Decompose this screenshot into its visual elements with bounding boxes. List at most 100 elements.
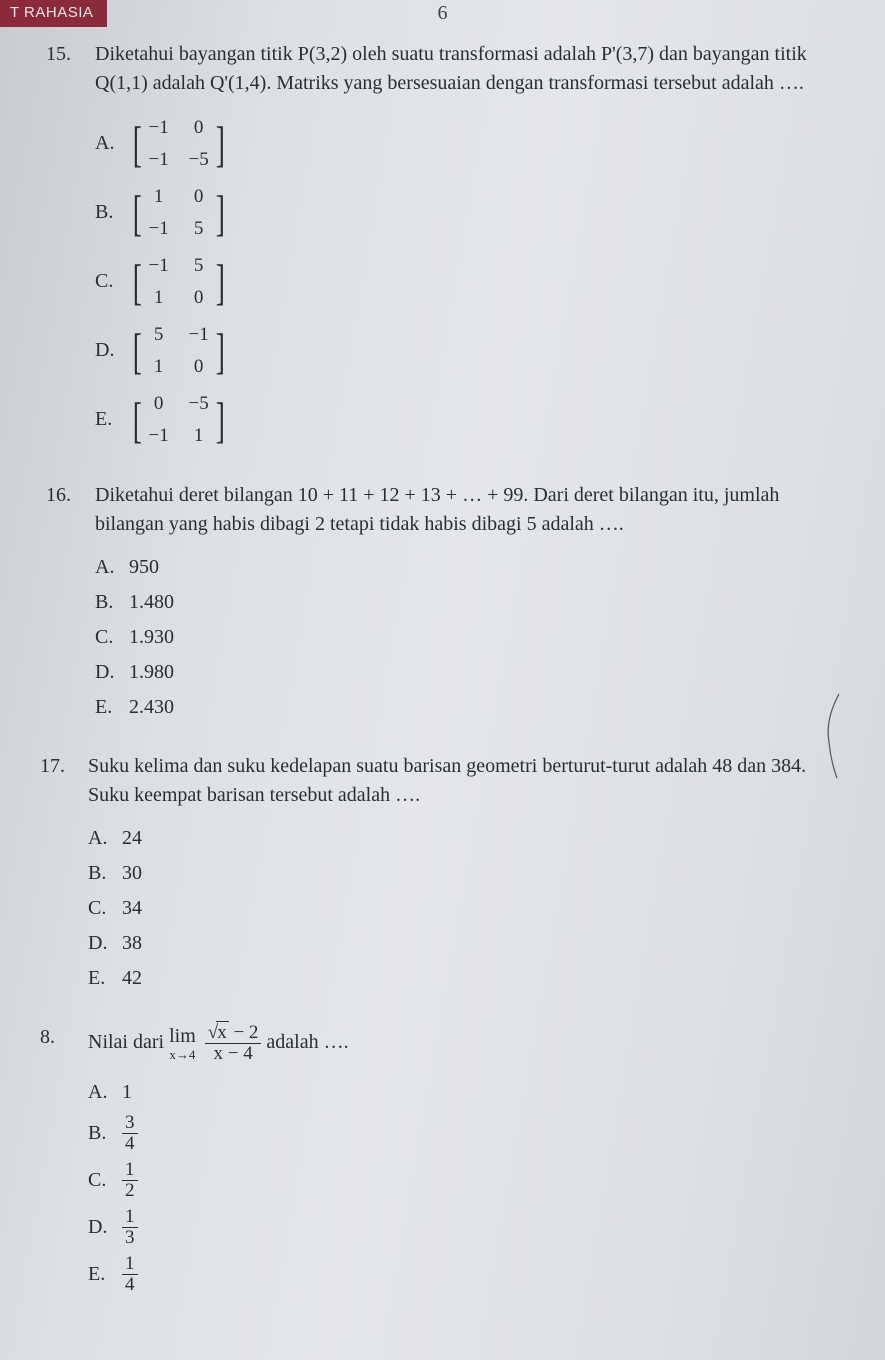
confidential-tab: T RAHASIA	[0, 0, 107, 27]
option-b: B. 34	[88, 1113, 845, 1154]
exam-page: T RAHASIA 6 15. Diketahui bayangan titik…	[0, 0, 885, 1360]
question-body: Suku kelima dan suku kedelapan suatu bar…	[88, 752, 845, 999]
matrix-cells: 0 −5 −1 1	[146, 388, 212, 451]
limit-notation: lim x→4	[169, 1026, 196, 1061]
matrix: [ −1 0 −1 −5 ]	[129, 112, 228, 175]
matrix-cells: 5 −1 1 0	[146, 319, 212, 382]
option-c: C. 12	[88, 1160, 845, 1201]
option-letter: D.	[88, 1213, 122, 1242]
sqrt: x	[208, 1023, 229, 1043]
question-stem: Diketahui bayangan titik P(3,2) oleh sua…	[95, 40, 845, 98]
tab-label: T RAHASIA	[10, 4, 93, 21]
question-18: 8. Nilai dari lim x→4 x − 2 x − 4 adalah…	[40, 1023, 845, 1300]
matrix-cells: −1 0 −1 −5	[146, 112, 212, 175]
question-body: Nilai dari lim x→4 x − 2 x − 4 adalah ….	[88, 1023, 845, 1300]
option-text: 2.430	[129, 693, 174, 722]
question-number: 15.	[40, 40, 95, 457]
fraction: 13	[122, 1207, 138, 1248]
option-text: 1.480	[129, 588, 174, 617]
question-number: 8.	[40, 1023, 88, 1300]
options: A.24 B.30 C.34 D.38 E.42	[88, 824, 845, 993]
option-letter: E.	[88, 1260, 122, 1289]
options: A. [ −1 0 −1 −5 ]	[95, 112, 845, 451]
question-stem: Nilai dari lim x→4 x − 2 x − 4 adalah ….	[88, 1023, 845, 1064]
option-c: C. [ −1 5 1 0 ]	[95, 250, 845, 313]
option-d: D. [ 5 −1 1 0 ]	[95, 319, 845, 382]
fraction: 34	[122, 1113, 138, 1154]
option-letter: A.	[88, 824, 122, 853]
content-area: 15. Diketahui bayangan titik P(3,2) oleh…	[40, 0, 845, 1301]
option-a: A.950	[95, 553, 845, 582]
bracket-left: [	[133, 124, 142, 164]
option-a: A.1	[88, 1078, 845, 1107]
bracket-right: ]	[215, 124, 224, 164]
question-17: 17. Suku kelima dan suku kedelapan suatu…	[40, 752, 845, 999]
option-text: 24	[122, 824, 142, 853]
option-letter: C.	[95, 267, 129, 296]
fraction: 12	[122, 1160, 138, 1201]
page-number: 6	[438, 2, 448, 25]
option-d: D. 13	[88, 1207, 845, 1248]
option-e: E.2.430	[95, 693, 845, 722]
option-e: E.42	[88, 964, 845, 993]
option-text: 34	[122, 894, 142, 923]
matrix-cells: −1 5 1 0	[146, 250, 212, 313]
option-e: E. [ 0 −5 −1 1 ]	[95, 388, 845, 451]
bracket-left: [	[133, 193, 142, 233]
fraction: 14	[122, 1254, 138, 1295]
option-letter: D.	[95, 658, 129, 687]
option-text: 950	[129, 553, 159, 582]
bracket-right: ]	[215, 400, 224, 440]
option-text: 38	[122, 929, 142, 958]
option-letter: B.	[88, 859, 122, 888]
question-stem: Diketahui deret bilangan 10 + 11 + 12 + …	[95, 481, 845, 539]
lim-top: lim	[169, 1026, 196, 1046]
option-text: 1	[122, 1078, 132, 1107]
option-text: 30	[122, 859, 142, 888]
numerator: x − 2	[205, 1023, 262, 1044]
question-body: Diketahui deret bilangan 10 + 11 + 12 + …	[95, 481, 845, 728]
option-letter: A.	[95, 129, 129, 158]
bracket-right: ]	[215, 331, 224, 371]
bracket-right: ]	[215, 262, 224, 302]
option-b: B. [ 1 0 −1 5 ]	[95, 181, 845, 244]
option-letter: B.	[88, 1119, 122, 1148]
bracket-left: [	[133, 331, 142, 371]
stem-suffix: adalah ….	[266, 1032, 348, 1054]
option-a: A.24	[88, 824, 845, 853]
option-c: C.34	[88, 894, 845, 923]
denominator: x − 4	[210, 1044, 255, 1064]
option-letter: C.	[95, 623, 129, 652]
option-letter: D.	[88, 929, 122, 958]
option-text: 1.930	[129, 623, 174, 652]
lim-bottom: x→4	[169, 1048, 195, 1061]
stem-prefix: Nilai dari	[88, 1032, 169, 1054]
matrix: [ −1 5 1 0 ]	[129, 250, 228, 313]
options: A.950 B.1.480 C.1.930 D.1.980 E.2.430	[95, 553, 845, 722]
matrix: [ 0 −5 −1 1 ]	[129, 388, 228, 451]
option-letter: E.	[88, 964, 122, 993]
question-number: 17.	[40, 752, 88, 999]
matrix-cells: 1 0 −1 5	[146, 181, 212, 244]
option-letter: B.	[95, 588, 129, 617]
option-letter: C.	[88, 894, 122, 923]
option-letter: D.	[95, 336, 129, 365]
matrix: [ 1 0 −1 5 ]	[129, 181, 228, 244]
question-stem: Suku kelima dan suku kedelapan suatu bar…	[88, 752, 845, 810]
bracket-left: [	[133, 400, 142, 440]
fraction: x − 2 x − 4	[205, 1023, 262, 1064]
option-a: A. [ −1 0 −1 −5 ]	[95, 112, 845, 175]
bracket-left: [	[133, 262, 142, 302]
question-number: 16.	[40, 481, 95, 728]
option-e: E. 14	[88, 1254, 845, 1295]
question-16: 16. Diketahui deret bilangan 10 + 11 + 1…	[40, 481, 845, 728]
option-letter: E.	[95, 693, 129, 722]
option-b: B.30	[88, 859, 845, 888]
question-body: Diketahui bayangan titik P(3,2) oleh sua…	[95, 40, 845, 457]
option-letter: B.	[95, 198, 129, 227]
option-text: 1.980	[129, 658, 174, 687]
option-letter: E.	[95, 405, 129, 434]
bracket-right: ]	[215, 193, 224, 233]
options: A.1 B. 34 C. 12 D. 13 E. 14	[88, 1078, 845, 1295]
matrix: [ 5 −1 1 0 ]	[129, 319, 228, 382]
